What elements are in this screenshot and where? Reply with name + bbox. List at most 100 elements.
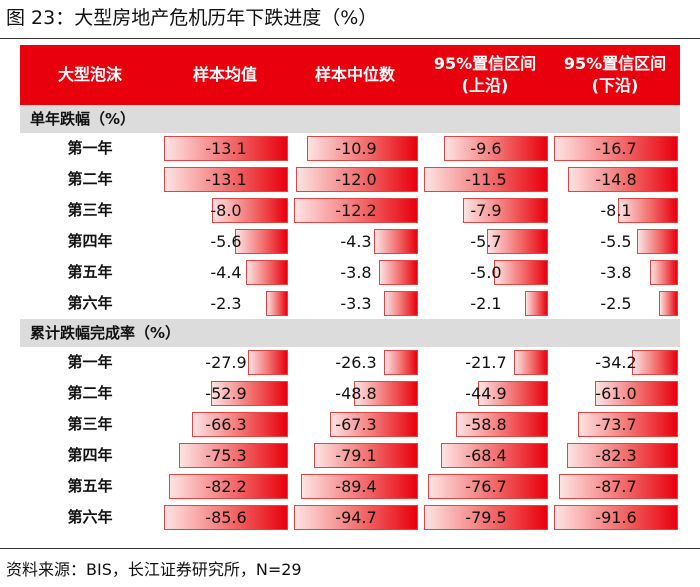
data-bar [164, 505, 288, 530]
cell-value: -21.7 [465, 353, 507, 372]
table-cell: -26.3 [292, 347, 420, 378]
data-bar [441, 443, 548, 468]
cell-value: -14.8 [595, 170, 637, 189]
cell-value: -27.9 [205, 353, 247, 372]
table-cell: -13.1 [162, 133, 290, 164]
row-label: 第三年 [67, 201, 113, 219]
header-mean: 样本均值 [192, 65, 257, 84]
cell-value: -87.7 [595, 477, 637, 496]
table-cell: -79.1 [292, 440, 420, 471]
table-cell: -75.3 [162, 440, 290, 471]
row-label: 第六年 [67, 294, 113, 312]
data-bar [314, 443, 418, 468]
table-row: 第二年 -13.1 -12.0 -11.5 -14.8 [20, 164, 680, 195]
data-bar [307, 136, 418, 161]
table-cell: -14.8 [552, 164, 680, 195]
table-cell: -12.0 [292, 164, 420, 195]
row-label: 第二年 [67, 384, 113, 402]
table-cell: -5.7 [422, 226, 550, 257]
data-bar [330, 412, 418, 437]
cell-value: -10.9 [335, 139, 377, 158]
table-row: 第五年 -4.4 -3.8 -5.0 -3.8 [20, 257, 680, 288]
data-bar [494, 260, 548, 285]
data-table: 大型泡沫 样本均值 样本中位数 95%置信区间 (上沿) 95%置信区间 (下沿) … [20, 45, 680, 533]
cell-value: -76.7 [465, 477, 507, 496]
table-cell: -61.0 [552, 378, 680, 409]
table-row: 第四年 -75.3 -79.1 -68.4 -82.3 [20, 440, 680, 471]
source-note: 资料来源：BIS，长江证券研究所，N=29 [6, 560, 302, 579]
row-label: 第四年 [67, 232, 113, 250]
cell-value: -79.1 [335, 446, 377, 465]
data-bar [637, 229, 678, 254]
table-cell: -91.6 [552, 502, 680, 533]
row-label: 第六年 [67, 508, 113, 526]
table-cell: -9.6 [422, 133, 550, 164]
table-cell: -87.7 [552, 471, 680, 502]
bottom-rule [0, 548, 700, 549]
data-bar [192, 412, 288, 437]
data-bar [487, 229, 548, 254]
table-cell: -68.4 [422, 440, 550, 471]
table-cell: -27.9 [162, 347, 290, 378]
data-bar [301, 474, 418, 499]
table-cell: -48.8 [292, 378, 420, 409]
data-bar [659, 291, 678, 316]
table-cell: -2.1 [422, 288, 550, 319]
cell-value: -4.4 [210, 263, 242, 282]
table-cell: -7.9 [422, 195, 550, 226]
cell-value: -5.5 [600, 232, 632, 251]
table-cell: -85.6 [162, 502, 290, 533]
row-label: 第五年 [67, 477, 113, 495]
table-header: 大型泡沫 样本均值 样本中位数 95%置信区间 (上沿) 95%置信区间 (下沿) [20, 45, 680, 105]
data-bar [578, 412, 678, 437]
data-bar [164, 136, 288, 161]
data-bar [179, 443, 288, 468]
data-bar [169, 474, 288, 499]
row-label: 第三年 [67, 415, 113, 433]
row-label: 第一年 [67, 139, 113, 157]
figure-title: 图 23：大型房地产危机历年下跌进度（%） [6, 7, 378, 29]
table-cell: -3.3 [292, 288, 420, 319]
table-cell: -21.7 [422, 347, 550, 378]
data-bar [374, 229, 418, 254]
table-cell: -12.2 [292, 195, 420, 226]
table-cell: -52.9 [162, 378, 290, 409]
cell-value: -26.3 [335, 353, 377, 372]
data-bar [384, 350, 418, 375]
table-cell: -5.0 [422, 257, 550, 288]
table-row: 第四年 -5.6 -4.3 -5.7 -5.5 [20, 226, 680, 257]
cell-value: -8.1 [600, 201, 632, 220]
data-bar [248, 350, 288, 375]
table-cell: -44.9 [422, 378, 550, 409]
cell-value: -89.4 [335, 477, 377, 496]
data-bar [444, 136, 548, 161]
table-cell: -8.0 [162, 195, 290, 226]
data-bar [463, 198, 548, 223]
header-bubble: 大型泡沫 [57, 65, 122, 84]
table-cell: -11.5 [422, 164, 550, 195]
table-cell: -58.8 [422, 409, 550, 440]
table-body: 单年跌幅（%） 第一年 -13.1 -10.9 -9.6 -16.7 第二年 -13.1 -12… [20, 105, 680, 533]
cell-value: -34.2 [595, 353, 637, 372]
data-bar [568, 167, 678, 192]
table-cell: -3.8 [552, 257, 680, 288]
table-row: 第一年 -13.1 -10.9 -9.6 -16.7 [20, 133, 680, 164]
table-cell: -67.3 [292, 409, 420, 440]
data-bar [384, 291, 418, 316]
cell-value: -7.9 [470, 201, 502, 220]
header-median: 样本中位数 [314, 65, 395, 84]
data-bar [211, 381, 288, 406]
header-ci-upper: 95%置信区间 (上沿) [433, 54, 537, 95]
cell-value: -66.3 [205, 415, 247, 434]
section-title: 累计跌幅完成率（%） [20, 319, 680, 347]
data-bar [525, 291, 548, 316]
row-label: 第四年 [67, 446, 113, 464]
table-cell: -82.3 [552, 440, 680, 471]
header-ci-lower: 95%置信区间 (下沿) [563, 54, 667, 95]
data-bar [650, 260, 678, 285]
data-bar [595, 381, 678, 406]
cell-value: -5.6 [210, 232, 242, 251]
cell-value: -13.1 [205, 139, 247, 158]
data-bar [294, 505, 418, 530]
table-cell: -76.7 [422, 471, 550, 502]
